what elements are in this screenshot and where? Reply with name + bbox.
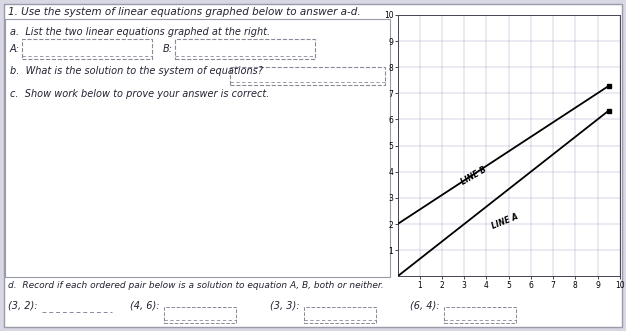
FancyBboxPatch shape xyxy=(304,307,376,323)
Text: (3, 3):: (3, 3): xyxy=(270,301,299,311)
FancyBboxPatch shape xyxy=(230,67,385,85)
Text: (6, 4):: (6, 4): xyxy=(410,301,439,311)
FancyBboxPatch shape xyxy=(175,39,315,59)
Text: d.  Record if each ordered pair below is a solution to equation A, B, both or ne: d. Record if each ordered pair below is … xyxy=(8,281,384,290)
FancyBboxPatch shape xyxy=(443,307,515,323)
FancyBboxPatch shape xyxy=(163,307,235,323)
Text: A:: A: xyxy=(10,44,20,54)
FancyBboxPatch shape xyxy=(5,19,390,277)
Text: (4, 6):: (4, 6): xyxy=(130,301,160,311)
Text: LINE A: LINE A xyxy=(491,213,520,231)
Text: B:: B: xyxy=(163,44,173,54)
Text: 1. Use the system of linear equations graphed below to answer a-d.: 1. Use the system of linear equations gr… xyxy=(8,7,361,17)
Text: (3, 2):: (3, 2): xyxy=(8,301,38,311)
Text: b.  What is the solution to the system of equations?: b. What is the solution to the system of… xyxy=(10,66,263,76)
FancyBboxPatch shape xyxy=(4,4,622,327)
FancyBboxPatch shape xyxy=(22,39,152,59)
Text: LINE B: LINE B xyxy=(459,165,488,187)
Text: a.  List the two linear equations graphed at the right.: a. List the two linear equations graphed… xyxy=(10,27,270,37)
Text: c.  Show work below to prove your answer is correct.: c. Show work below to prove your answer … xyxy=(10,89,269,99)
